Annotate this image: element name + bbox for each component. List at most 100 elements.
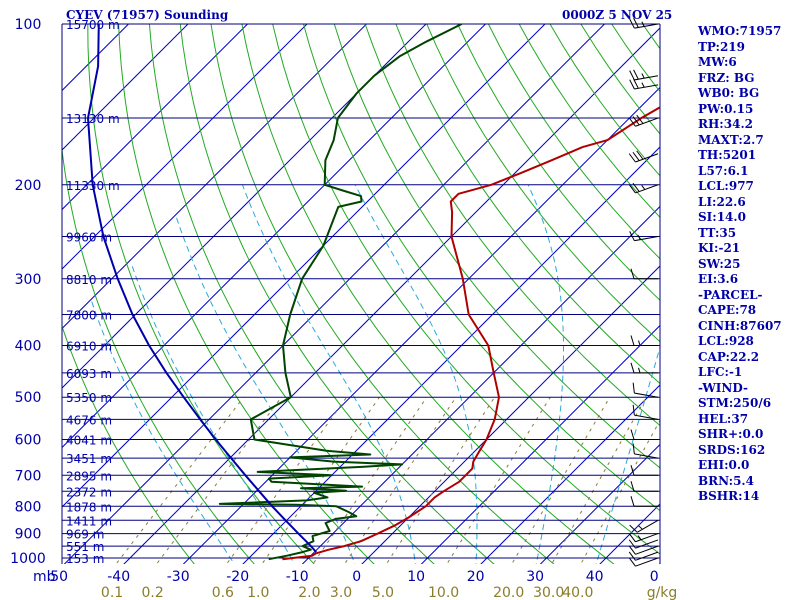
mixing-ratio-tick-label: 0.1 — [101, 585, 123, 600]
mixing-ratio-tick-label: 3.0 — [330, 585, 352, 600]
wind-barb-flag — [632, 151, 640, 161]
isotherm-line — [62, 24, 308, 270]
index-line: L57:6.1 — [698, 163, 749, 178]
height-label: 153 m — [66, 552, 104, 566]
isotherm-line — [539, 443, 660, 564]
index-line: MW:6 — [698, 55, 737, 69]
pressure-tick-label: 900 — [15, 527, 42, 543]
index-line: EI:3.6 — [698, 272, 739, 286]
mixing-ratio-tick-label: 1.0 — [247, 585, 269, 600]
height-label: 15700 m — [66, 18, 120, 32]
temperature-tick-label: -40 — [107, 569, 130, 585]
dry-adiabat — [210, 24, 555, 564]
wind-barb-flag — [630, 429, 635, 440]
index-line: TT:35 — [698, 225, 737, 240]
isotherm-line — [62, 24, 487, 449]
mixing-ratio-line — [385, 396, 495, 564]
wind-barb-half-flag — [638, 525, 643, 530]
wind-barb — [629, 519, 659, 533]
height-label: 3451 m — [66, 452, 112, 466]
index-line: -WIND- — [698, 380, 748, 395]
wind-barb — [628, 533, 659, 543]
mixing-ratio-unit-label: g/kg — [647, 585, 678, 600]
wind-barb-flag — [632, 116, 640, 126]
height-label: 1411 m — [66, 514, 112, 528]
temperature-tick-label: 30 — [526, 569, 544, 585]
wind-barb-half-flag — [638, 340, 641, 346]
wind-barb-staff — [634, 453, 659, 459]
wind-barb-staff — [635, 557, 659, 567]
wind-barb — [630, 465, 658, 476]
wind-barb-flag — [632, 404, 635, 416]
index-line: TP:219 — [698, 39, 746, 54]
moist-adiabat — [242, 184, 416, 564]
wind-barb — [628, 551, 659, 561]
index-line: CAPE:78 — [698, 303, 757, 317]
pressure-tick-label: 200 — [15, 178, 42, 194]
temperature-tick-label: 0 — [650, 569, 659, 585]
wind-barb — [630, 429, 658, 441]
temperature-tick-label: -20 — [226, 569, 249, 585]
wind-barb-flag — [630, 362, 635, 373]
index-line: MAXT:2.7 — [698, 132, 764, 147]
wind-barbs — [628, 17, 659, 567]
height-label: 6093 m — [66, 367, 112, 381]
wind-barb-half-flag — [641, 21, 645, 27]
pressure-tick-label: 600 — [15, 433, 42, 449]
height-label: 551 m — [66, 540, 104, 554]
isotherm-line — [63, 24, 606, 564]
pressure-tick-label: 100 — [15, 17, 42, 33]
index-line: BSHR:14 — [698, 489, 760, 503]
wind-barb — [629, 231, 659, 242]
height-label: 9960 m — [66, 230, 112, 244]
wind-barb-flag — [630, 481, 635, 492]
mixing-ratio-line — [511, 396, 611, 564]
index-line: CAP:22.2 — [698, 349, 760, 364]
isotherm-line — [361, 265, 660, 564]
mixing-ratio-line — [551, 397, 647, 564]
wind-barb — [629, 69, 659, 81]
temperature-line — [282, 106, 660, 561]
index-line: SW:25 — [698, 256, 741, 271]
mixing-ratio-tick-label: 0.2 — [142, 585, 164, 600]
sounding-profiles — [87, 24, 660, 561]
wind-barb-staff — [635, 539, 659, 549]
wind-barb-half-flag — [641, 73, 645, 79]
pressure-tick-label: 400 — [15, 339, 42, 355]
index-line: SHR+:0.0 — [698, 427, 764, 441]
pressure-unit-label: mb — [33, 569, 56, 585]
isotherm-line — [123, 27, 660, 564]
wind-barb-flag — [628, 184, 636, 194]
index-line: BRN:5.4 — [698, 473, 754, 488]
height-label: 7800 m — [66, 309, 112, 323]
wind-barb — [628, 114, 659, 127]
index-line: WMO:71957 — [698, 24, 782, 38]
height-label: 4676 m — [66, 413, 112, 427]
mixing-ratio-tick-label: 10.0 — [428, 585, 459, 600]
index-line: WB0: BG — [698, 86, 760, 100]
wind-barb-flag — [633, 17, 639, 28]
wind-barb-flag — [628, 117, 636, 127]
wind-barb-flag — [632, 182, 640, 192]
mixing-ratio-tick-label: 2.0 — [298, 585, 320, 600]
moist-adiabat — [175, 217, 356, 564]
wind-barb-flag — [630, 465, 635, 476]
wind-barb-flag — [629, 231, 635, 241]
mixing-ratio-line — [312, 396, 428, 564]
index-line: RH:34.2 — [698, 117, 753, 131]
wind-barb-half-flag — [641, 82, 645, 88]
wind-barb-flag — [628, 539, 636, 549]
wind-barb — [629, 78, 659, 90]
index-line: FRZ: BG — [698, 70, 755, 85]
height-label: 6910 m — [66, 340, 112, 354]
index-line: -PARCEL- — [698, 287, 763, 302]
pressure-tick-label: 800 — [15, 499, 42, 515]
height-label: 1878 m — [66, 500, 112, 514]
pressure-tick-label: 300 — [15, 272, 42, 288]
index-line: TH:5201 — [698, 148, 757, 162]
index-line: LCL:977 — [698, 179, 754, 193]
index-line: SI:14.0 — [698, 210, 746, 224]
chart-time: 0000Z 5 NOV 25 — [562, 8, 673, 22]
height-label: 11330 m — [66, 179, 120, 193]
temperature-tick-label: 0 — [352, 569, 361, 585]
